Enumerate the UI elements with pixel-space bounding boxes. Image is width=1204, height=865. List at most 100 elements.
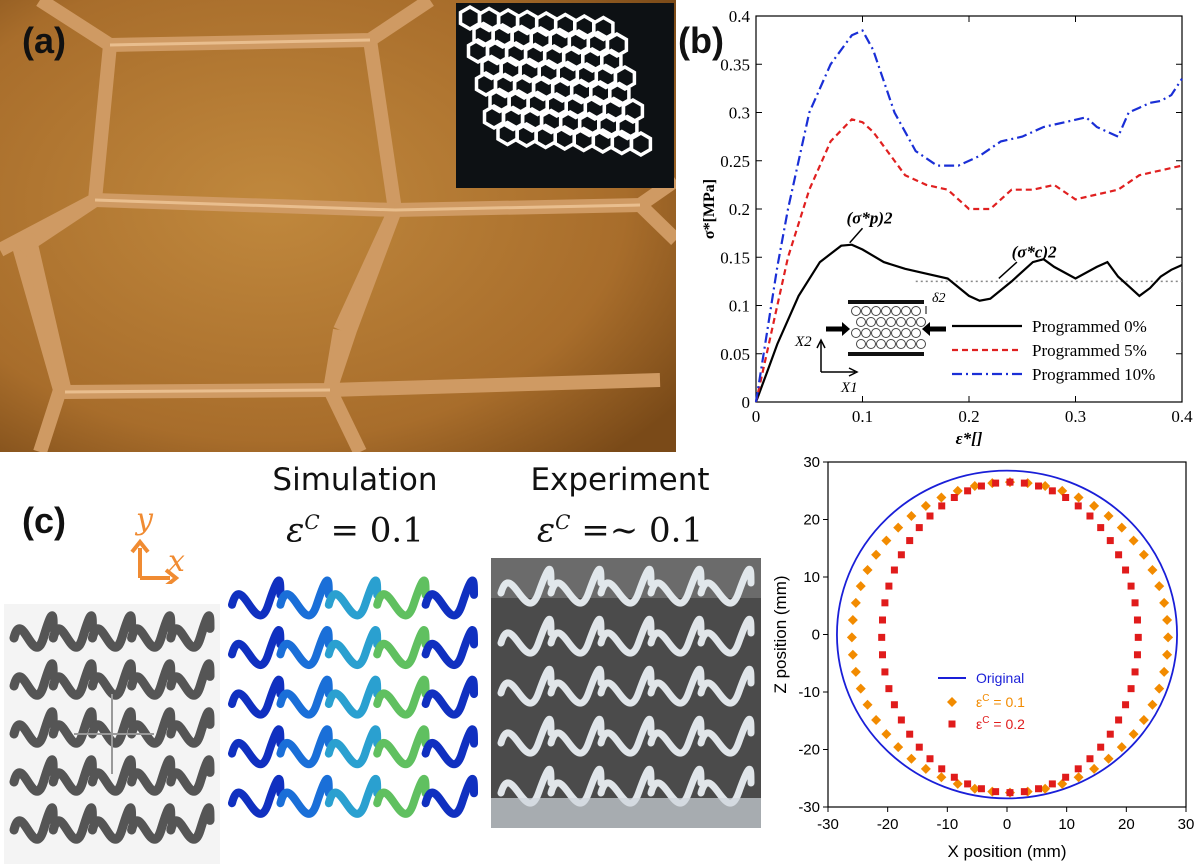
lattice-strut: [597, 665, 655, 707]
lattice-strut: [9, 755, 58, 796]
inset-cell: [629, 130, 653, 158]
square-point: [1115, 551, 1123, 559]
lattice-strut: [166, 707, 215, 748]
square-point: [1086, 755, 1094, 763]
diamond-point: [969, 481, 980, 492]
square-point: [1122, 566, 1130, 574]
y-tick-label: -30: [798, 799, 820, 816]
y-tick-label: 0.25: [720, 152, 750, 171]
diamond-point: [862, 699, 873, 710]
diamond-point: [952, 485, 963, 496]
y-axis-label: σ*[MPa]: [701, 179, 718, 239]
schematic-cell: [901, 306, 911, 316]
x-tick-label: 0: [752, 407, 761, 426]
lattice-strut: [547, 615, 605, 657]
y-tick-label: 0.05: [720, 345, 750, 364]
inset-photo: [456, 3, 674, 188]
lattice-strut: [48, 611, 97, 652]
square-point: [1097, 743, 1105, 751]
simulation-image: [222, 570, 484, 838]
square-point: [964, 780, 972, 788]
square-point: [926, 755, 934, 763]
diamond-point: [936, 772, 947, 783]
x-tick-label: -10: [936, 816, 958, 833]
diamond-point: [871, 714, 882, 725]
series-line-2: [754, 29, 1183, 403]
inset-cell: [621, 97, 645, 125]
diamond-point: [1154, 683, 1165, 694]
diamond-point: [952, 778, 963, 789]
schematic-cell: [856, 317, 866, 327]
y-axis-label: Z position (mm): [771, 575, 790, 693]
lattice-strut: [127, 755, 176, 796]
lattice-strut: [127, 611, 176, 652]
y-tick-label: 0.3: [729, 104, 750, 123]
square-point: [885, 685, 893, 693]
lattice-strut: [87, 803, 137, 844]
lattice-strut: [127, 659, 176, 700]
diamond-point: [906, 510, 917, 521]
y-tick-label: 10: [803, 569, 820, 586]
square-point: [1006, 478, 1014, 486]
axes-indicator: [130, 538, 180, 584]
lattice-strut: [497, 565, 555, 607]
lattice-strut: [228, 725, 285, 769]
diamond-point: [1116, 522, 1127, 533]
diamond-point: [969, 783, 980, 794]
lattice-strut: [497, 715, 555, 757]
diamond-point: [893, 522, 904, 533]
y-tick-label: 0.4: [729, 7, 751, 26]
lattice-strut: [421, 626, 478, 669]
diamond-point: [1147, 699, 1158, 710]
lattice-strut: [228, 775, 285, 818]
schematic-cell: [851, 328, 861, 338]
square-point: [1134, 633, 1142, 641]
x-tick-label: -20: [877, 816, 899, 833]
schematic-cell: [881, 306, 891, 316]
lattice-strut: [228, 626, 285, 669]
diamond-point: [1162, 614, 1173, 625]
square-point: [1062, 493, 1070, 501]
schematic-cell: [906, 339, 916, 349]
arrowhead-icon: [922, 322, 930, 336]
diamond-point: [846, 632, 857, 643]
schematic-cell: [911, 328, 921, 338]
x-tick-label: 0.4: [1171, 407, 1193, 426]
peak-arrow-icon: [849, 227, 864, 244]
square-point: [879, 616, 887, 624]
peak-annotation: (σ*p)2: [847, 208, 893, 227]
lattice-strut: [373, 725, 430, 769]
schematic-cell: [901, 328, 911, 338]
square-point: [879, 651, 887, 659]
schematic-cell: [896, 339, 906, 349]
lattice-strut: [373, 576, 430, 620]
arrowhead-icon: [842, 322, 850, 336]
axis-x-label: x: [168, 544, 185, 579]
square-point: [1048, 780, 1056, 788]
x2-label: X2: [794, 334, 812, 350]
y-tick-label: 30: [803, 454, 820, 471]
square-point: [1020, 788, 1028, 796]
lattice-strut: [276, 576, 333, 620]
arrow-right-icon: [164, 568, 180, 584]
diamond-point: [871, 549, 882, 560]
lattice-strut: [697, 715, 755, 757]
square-point: [1048, 487, 1056, 495]
square-point: [897, 551, 905, 559]
diamond-point: [850, 666, 861, 677]
panel-a-photo: (a): [0, 0, 676, 452]
legend-swatch: [947, 697, 957, 707]
schematic-cell: [851, 306, 861, 316]
inset-cell: [592, 15, 615, 42]
lattice-strut: [373, 775, 430, 818]
diamond-point: [1103, 510, 1114, 521]
schematic-cell: [861, 306, 871, 316]
diamond-point: [1057, 778, 1068, 789]
square-point: [926, 512, 934, 520]
diamond-point: [1116, 742, 1127, 753]
lattice-strut: [697, 565, 755, 607]
lattice-strut: [421, 725, 478, 769]
stress-strain-plot: 0 0.05 0.1 0.15 0.2 0.25 0.3 0.35 0.4 0 0.1 0.2 0.3 0…: [701, 7, 1193, 448]
schematic-cell: [906, 317, 916, 327]
schematic-cell: [866, 317, 876, 327]
